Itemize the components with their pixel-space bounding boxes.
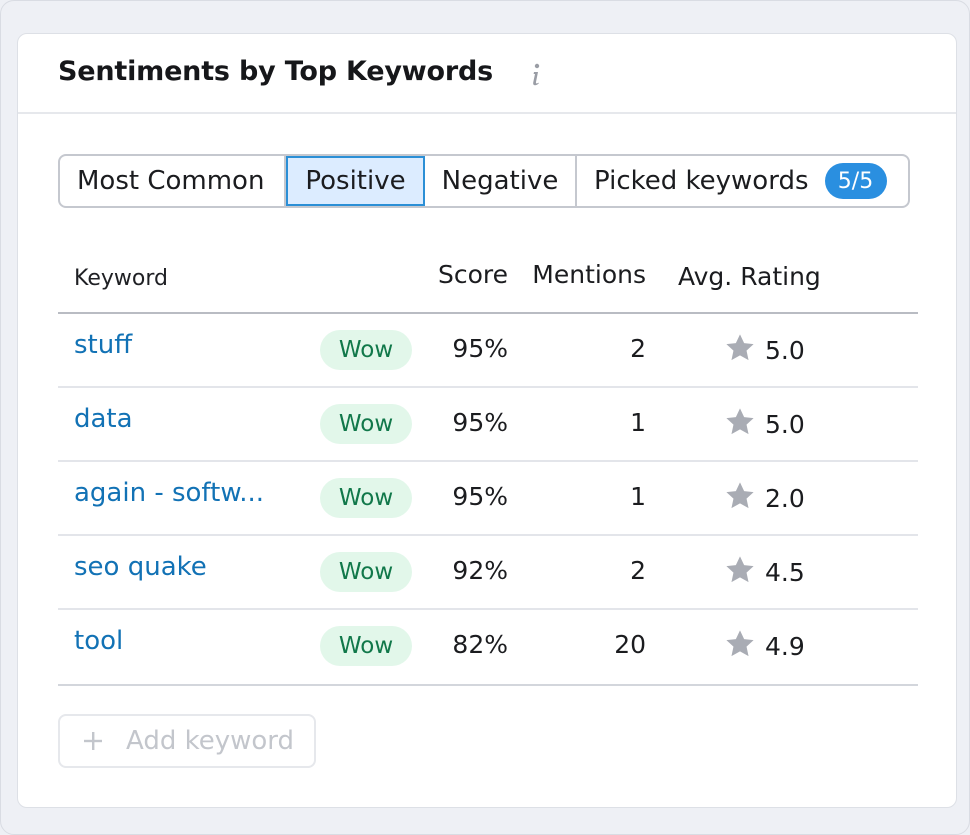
score-value: 92% xyxy=(452,556,508,585)
plus-icon xyxy=(84,732,102,750)
rating-value: 4.9 xyxy=(765,632,805,661)
table-row: seo quake Wow 92% 2 4.5 xyxy=(58,536,918,610)
keyword-link[interactable]: again - softw... xyxy=(74,478,264,508)
tab-negative[interactable]: Negative xyxy=(425,156,577,206)
column-header-rating[interactable]: Avg. Rating xyxy=(678,262,821,291)
keyword-link[interactable]: tool xyxy=(74,626,124,656)
star-icon xyxy=(726,630,754,657)
rating-value: 5.0 xyxy=(765,336,805,365)
sentiment-tag: Wow xyxy=(320,404,412,444)
tab-picked-keywords[interactable]: Picked keywords 5/5 xyxy=(577,156,908,206)
sentiment-tabs: Most Common Positive Negative Picked key… xyxy=(58,154,910,208)
mentions-value: 2 xyxy=(630,556,646,585)
sentiment-tag: Wow xyxy=(320,552,412,592)
sentiment-tag: Wow xyxy=(320,330,412,370)
mentions-value: 1 xyxy=(630,482,646,511)
rating-value: 2.0 xyxy=(765,484,805,513)
column-header-keyword[interactable]: Keyword xyxy=(74,266,168,291)
picked-count-badge: 5/5 xyxy=(824,163,887,199)
add-keyword-button[interactable]: Add keyword xyxy=(58,714,316,768)
keywords-table: Keyword Score Mentions Avg. Rating stuff… xyxy=(58,240,918,686)
score-value: 82% xyxy=(452,630,508,659)
mentions-value: 20 xyxy=(614,630,646,659)
tab-label: Picked keywords xyxy=(594,166,809,196)
rating-value: 5.0 xyxy=(765,410,805,439)
sentiment-tag: Wow xyxy=(320,626,412,666)
sentiments-card: Sentiments by Top Keywords Most Common P… xyxy=(17,33,957,808)
star-icon xyxy=(726,334,754,361)
score-value: 95% xyxy=(452,334,508,363)
sentiment-tag: Wow xyxy=(320,478,412,518)
score-value: 95% xyxy=(452,482,508,511)
table-row: again - softw... Wow 95% 1 2.0 xyxy=(58,462,918,536)
rating-value: 4.5 xyxy=(765,558,805,587)
column-header-score[interactable]: Score xyxy=(437,260,508,289)
info-icon[interactable] xyxy=(528,60,544,88)
table-header: Keyword Score Mentions Avg. Rating xyxy=(58,240,918,314)
table-row: tool Wow 82% 20 4.9 xyxy=(58,610,918,686)
tab-label: Positive xyxy=(305,166,406,196)
tab-label: Most Common xyxy=(77,166,265,196)
keyword-link[interactable]: seo quake xyxy=(74,552,207,582)
card-header: Sentiments by Top Keywords xyxy=(18,34,956,114)
mentions-value: 2 xyxy=(630,334,646,363)
star-icon xyxy=(726,408,754,435)
card-title: Sentiments by Top Keywords xyxy=(58,56,493,87)
star-icon xyxy=(726,556,754,583)
column-header-mentions[interactable]: Mentions xyxy=(532,260,646,289)
tab-label: Negative xyxy=(441,166,559,196)
star-icon xyxy=(726,482,754,509)
keyword-link[interactable]: stuff xyxy=(74,330,133,360)
score-value: 95% xyxy=(452,408,508,437)
mentions-value: 1 xyxy=(630,408,646,437)
tab-positive[interactable]: Positive xyxy=(286,156,425,206)
table-row: data Wow 95% 1 5.0 xyxy=(58,388,918,462)
table-row: stuff Wow 95% 2 5.0 xyxy=(58,314,918,388)
keyword-link[interactable]: data xyxy=(74,404,133,434)
add-keyword-label: Add keyword xyxy=(126,726,295,756)
tab-most-common[interactable]: Most Common xyxy=(60,156,286,206)
